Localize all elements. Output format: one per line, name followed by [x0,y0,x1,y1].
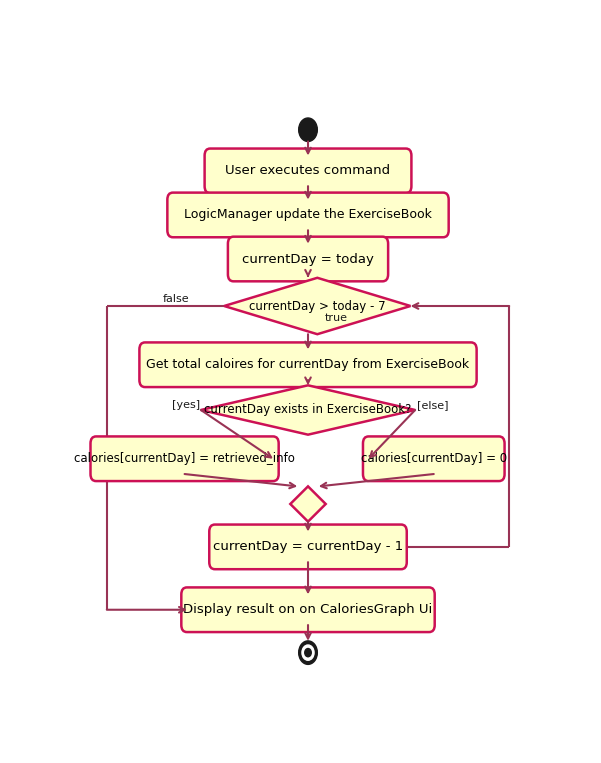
Text: LogicManager update the ExerciseBook: LogicManager update the ExerciseBook [184,208,432,221]
FancyBboxPatch shape [139,343,477,387]
FancyBboxPatch shape [204,149,412,193]
FancyBboxPatch shape [182,588,435,632]
Text: Get total caloires for currentDay from ExerciseBook: Get total caloires for currentDay from E… [147,359,469,372]
Circle shape [302,645,314,660]
FancyBboxPatch shape [91,436,279,481]
Text: [else]: [else] [418,400,449,410]
Text: true: true [325,314,347,324]
Text: calories[currentDay] = 0: calories[currentDay] = 0 [361,452,507,465]
Circle shape [299,641,317,665]
Text: false: false [163,294,189,304]
Text: currentDay = today: currentDay = today [242,253,374,266]
Text: [yes]: [yes] [172,400,200,410]
Circle shape [299,118,317,141]
FancyBboxPatch shape [228,237,388,282]
Text: calories[currentDay] = retrieved_info: calories[currentDay] = retrieved_info [74,452,295,465]
Polygon shape [290,486,326,522]
Text: currentDay = currentDay - 1: currentDay = currentDay - 1 [213,540,403,553]
Text: Display result on on CaloriesGraph Ui: Display result on on CaloriesGraph Ui [183,604,433,617]
Polygon shape [201,385,415,435]
FancyBboxPatch shape [209,524,407,569]
FancyBboxPatch shape [167,192,449,237]
Polygon shape [224,278,410,334]
Text: User executes command: User executes command [225,164,391,177]
Circle shape [305,649,311,657]
Text: currentDay > today - 7: currentDay > today - 7 [249,300,386,313]
FancyBboxPatch shape [363,436,505,481]
Text: currentDay exists in ExerciseBook?: currentDay exists in ExerciseBook? [204,404,412,417]
